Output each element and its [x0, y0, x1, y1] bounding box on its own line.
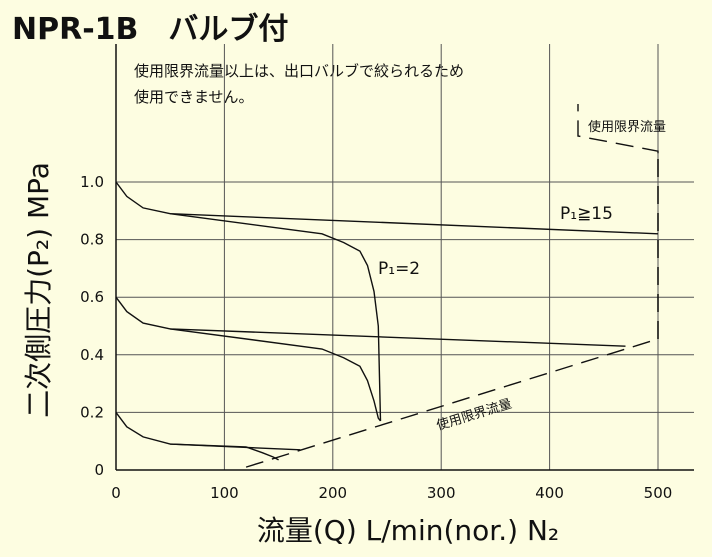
x-tick-label: 100: [210, 484, 239, 502]
x-axis-label: 流量(Q) L/min(nor.) N₂: [257, 514, 559, 547]
x-tick-label: 200: [318, 484, 347, 502]
data-series: [115, 181, 659, 461]
series-line-3: [115, 296, 626, 347]
y-tick-label: 0.6: [80, 288, 104, 306]
x-tick-label: 400: [535, 484, 564, 502]
label-p1-high: P₁≧15: [560, 204, 613, 224]
series-line-5: [115, 411, 301, 451]
y-axis-label: 二次側圧力(P₂) MPa: [22, 162, 55, 418]
page-title: NPR-1B バルブ付: [12, 12, 289, 47]
y-tick-label: 0.4: [80, 346, 104, 364]
usage-note: 使用限界流量以上は、出口バルブで絞られるため 使用できません。: [134, 58, 464, 110]
y-tick-label: 0.8: [80, 231, 104, 249]
series-line-2: [170, 213, 382, 422]
label-limit-diagonal: 使用限界流量: [434, 396, 513, 434]
label-p1-low: P₁=2: [378, 259, 420, 279]
limit-line-step: [577, 104, 659, 154]
limit-line-diagonal: [245, 338, 659, 468]
x-tick-label: 0: [111, 484, 121, 502]
series-line-4: [170, 328, 382, 422]
x-tick-label: 500: [644, 484, 673, 502]
tick-labels: 0 100 200 300 400 500 0 0.2 0.4 0.6 0.8 1.0: [80, 173, 672, 502]
y-tick-label: 0.2: [80, 403, 104, 421]
grid-lines: [116, 44, 694, 470]
usage-note-line-2: 使用できません。: [134, 88, 254, 106]
series-line-1: [115, 181, 659, 235]
label-limit-top: 使用限界流量: [588, 119, 666, 135]
y-tick-label: 0: [94, 461, 104, 479]
usage-note-line-1: 使用限界流量以上は、出口バルブで絞られるため: [134, 62, 465, 80]
usage-limit-line: [245, 104, 659, 468]
y-tick-label: 1.0: [80, 173, 104, 191]
x-tick-label: 300: [427, 484, 456, 502]
axes: [115, 44, 694, 471]
